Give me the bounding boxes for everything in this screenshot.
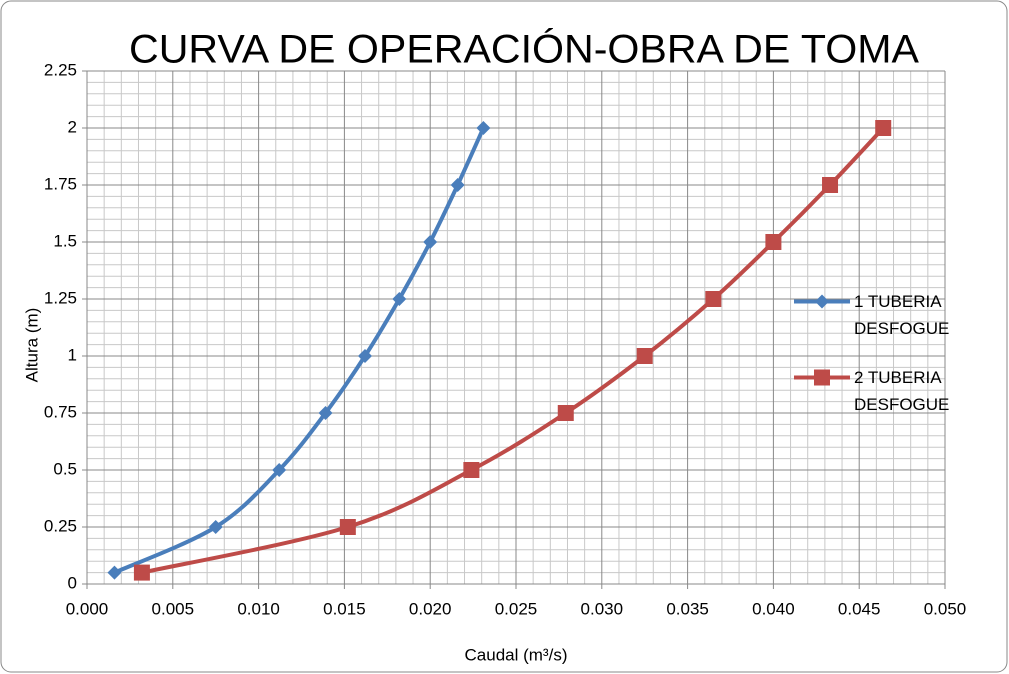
y-tick-label: 0.25: [44, 516, 77, 535]
legend-item: 1 TUBERIA DESFOGUE: [792, 288, 1002, 342]
legend-swatch: [794, 369, 850, 386]
point: [557, 405, 574, 421]
point: [357, 349, 372, 363]
point: [814, 369, 830, 386]
point: [476, 121, 491, 135]
y-tick-label: 2.25: [44, 60, 77, 79]
point: [392, 292, 407, 306]
point: [815, 294, 829, 309]
y-axis-label: Altura (m): [22, 308, 41, 383]
x-tick-label: 0.010: [237, 599, 280, 618]
x-tick-label: 0.025: [495, 599, 538, 618]
x-tick-label: 0.040: [752, 599, 795, 618]
point: [450, 178, 465, 192]
y-tick-label: 1.5: [53, 231, 77, 250]
y-tick-label: 0.75: [44, 402, 77, 421]
grid: [86, 70, 946, 585]
x-tick-label: 0.030: [581, 599, 624, 618]
point: [423, 235, 438, 249]
point: [208, 520, 223, 534]
point: [705, 291, 722, 307]
x-axis-label: Caudal (m³/s): [465, 645, 568, 664]
legend: 1 TUBERIA DESFOGUE 2 TUBERIA DESFOGUE: [792, 288, 1002, 440]
chart-title: CURVA DE OPERACIÓN-OBRA DE TOMA: [129, 27, 919, 72]
point: [133, 564, 150, 581]
point: [636, 348, 653, 364]
legend-swatch: [794, 294, 850, 309]
legend-label: 2 TUBERIA DESFOGUE: [854, 368, 950, 414]
point: [272, 463, 287, 477]
series-line: [113, 127, 486, 575]
y-tick-label: 1.75: [44, 174, 77, 193]
x-tick-label: 0.035: [666, 599, 709, 618]
y-tick-label: 0.5: [53, 459, 77, 478]
y-tick-label: 1.25: [44, 288, 77, 307]
x-tick-label: 0.015: [323, 599, 366, 618]
y-tick-label: 0: [68, 573, 77, 592]
x-tick-label: 0.020: [409, 599, 452, 618]
x-tick-label: 0.000: [66, 599, 109, 618]
point: [339, 519, 356, 535]
point: [765, 234, 782, 250]
x-tick-label: 0.050: [924, 599, 967, 618]
y-tick-label: 1: [68, 345, 77, 364]
x-tick-label: 0.005: [152, 599, 195, 618]
x-tick-label: 0.045: [838, 599, 881, 618]
legend-label: 1 TUBERIA DESFOGUE: [854, 292, 950, 338]
point: [463, 462, 480, 478]
point: [875, 120, 892, 136]
point: [822, 177, 839, 193]
point: [318, 406, 333, 420]
y-tick-label: 2: [68, 117, 77, 136]
point: [107, 565, 122, 580]
legend-item: 2 TUBERIA DESFOGUE: [792, 364, 1002, 418]
